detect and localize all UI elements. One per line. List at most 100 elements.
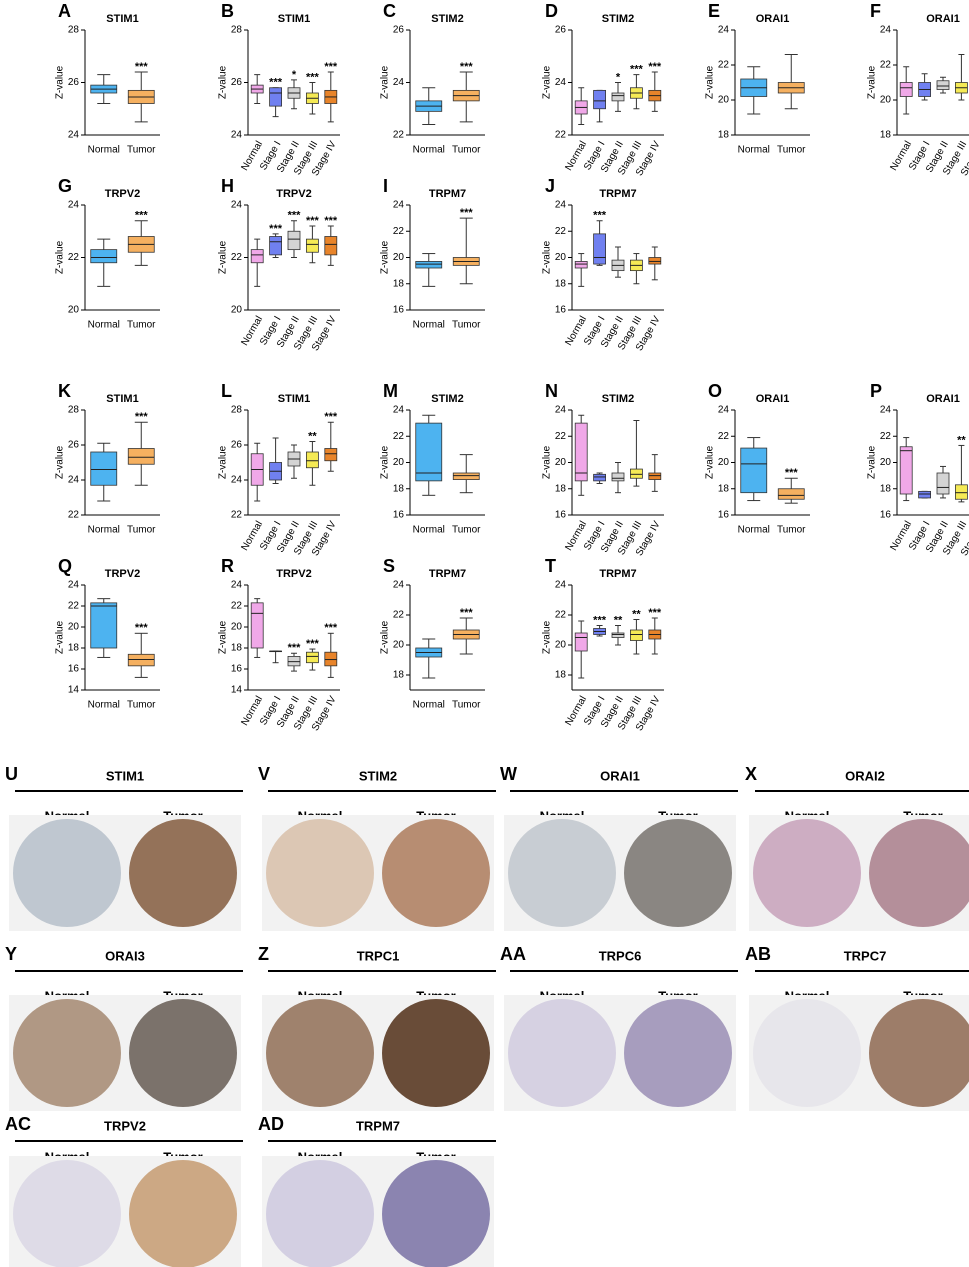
x-tick-label: Normal (88, 320, 120, 331)
y-tick-label: 24 (393, 77, 405, 88)
y-tick-label: 26 (231, 77, 243, 88)
panel-label: P (870, 381, 882, 401)
ihc-tissue (753, 999, 861, 1107)
ihc-tissue (869, 999, 969, 1107)
chart-title: STIM1 (278, 393, 310, 405)
box (593, 473, 606, 482)
box (452, 472, 480, 480)
significance: *** (288, 210, 302, 222)
panel-label: J (545, 176, 555, 196)
significance: *** (135, 411, 149, 423)
y-tick-label: 26 (68, 77, 80, 88)
box (324, 448, 338, 462)
ihc-tissue (13, 1160, 121, 1267)
significance: *** (593, 614, 607, 626)
panel-label: AB (745, 944, 771, 964)
y-axis-label: Z-value (542, 445, 553, 479)
ihc-tissue (266, 1160, 374, 1267)
y-tick-label: 24 (231, 200, 243, 211)
ihc-title: STIM2 (359, 768, 397, 783)
y-tick-label: 18 (555, 483, 567, 494)
significance: *** (648, 61, 662, 73)
panel-label: C (383, 1, 396, 21)
box (415, 422, 443, 482)
y-tick-label: 26 (555, 25, 567, 36)
y-tick-label: 24 (555, 77, 567, 88)
y-tick-label: 18 (718, 483, 730, 494)
y-tick-label: 14 (231, 685, 243, 696)
y-tick-label: 22 (231, 510, 243, 521)
y-tick-label: 22 (555, 130, 567, 141)
panel-label: Z (258, 944, 269, 964)
chart-title: ORAI1 (926, 393, 960, 405)
ihc-title: TRPC1 (357, 948, 400, 963)
y-tick-label: 24 (718, 405, 730, 416)
ihc-title: TRPV2 (104, 1118, 146, 1133)
significance: *** (648, 607, 662, 619)
y-tick-label: 18 (231, 643, 243, 654)
box (955, 484, 968, 500)
y-tick-label: 24 (555, 405, 567, 416)
box (127, 448, 155, 465)
box (127, 653, 155, 667)
panel-label: X (745, 764, 757, 784)
significance: *** (324, 61, 338, 73)
x-tick-label: Normal (738, 525, 770, 536)
box (611, 92, 625, 102)
chart-title: TRPM7 (429, 568, 466, 580)
y-tick-label: 20 (555, 252, 567, 263)
chart-title: ORAI1 (756, 13, 790, 25)
y-tick-label: 24 (68, 580, 80, 591)
ihc-tissue (13, 819, 121, 927)
chart-title: STIM2 (431, 393, 463, 405)
y-tick-label: 22 (231, 601, 243, 612)
box (305, 651, 319, 664)
ihc-title: ORAI3 (105, 948, 145, 963)
panel-label: H (221, 176, 234, 196)
panel-label: S (383, 556, 395, 576)
significance: *** (269, 77, 283, 89)
significance: ** (308, 430, 317, 442)
significance: *** (785, 467, 799, 479)
chart-title: STIM2 (602, 393, 634, 405)
chart-title: TRPV2 (276, 568, 311, 580)
y-axis-label: Z-value (380, 620, 391, 654)
box (90, 451, 118, 486)
significance: *** (460, 207, 474, 219)
significance: *** (135, 622, 149, 634)
x-tick-label: Normal (88, 525, 120, 536)
box (918, 490, 931, 499)
ihc-tissue (13, 999, 121, 1107)
ihc-tissue (753, 819, 861, 927)
y-tick-label: 24 (393, 405, 405, 416)
box (324, 651, 338, 667)
chart-title: TRPM7 (599, 188, 636, 200)
box (630, 468, 643, 479)
y-tick-label: 18 (555, 278, 567, 289)
y-tick-label: 16 (555, 305, 567, 316)
box (740, 447, 768, 494)
ihc-tissue (382, 819, 490, 927)
y-tick-label: 22 (555, 610, 567, 621)
panel-label: W (500, 764, 517, 784)
y-axis-label: Z-value (55, 65, 66, 99)
panel-label: AA (500, 944, 526, 964)
y-tick-label: 18 (68, 643, 80, 654)
chart-title: TRPM7 (429, 188, 466, 200)
y-axis-label: Z-value (218, 620, 229, 654)
ihc-tissue (266, 819, 374, 927)
y-tick-label: 20 (555, 457, 567, 468)
significance: *** (460, 607, 474, 619)
y-tick-label: 22 (555, 431, 567, 442)
y-tick-label: 22 (393, 130, 405, 141)
y-tick-label: 16 (393, 305, 405, 316)
x-tick-label: Tumor (452, 700, 481, 711)
y-axis-label: Z-value (380, 240, 391, 274)
y-tick-label: 24 (393, 200, 405, 211)
panel-label: AC (5, 1114, 31, 1134)
y-tick-label: 16 (718, 510, 730, 521)
significance: *** (135, 210, 149, 222)
box (574, 422, 588, 482)
y-axis-label: Z-value (705, 445, 716, 479)
x-tick-label: Tumor (777, 145, 806, 156)
